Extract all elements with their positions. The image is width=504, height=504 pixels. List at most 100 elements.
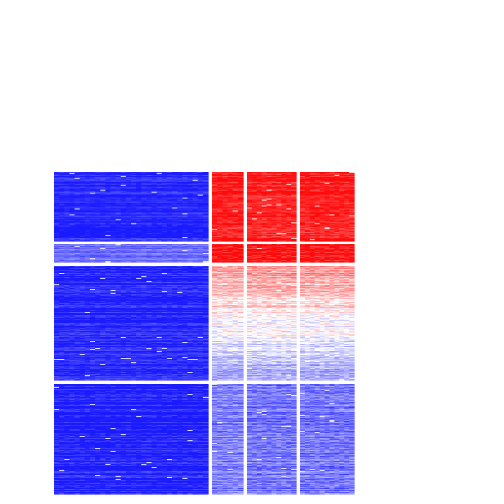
heatmap-cell — [319, 226, 326, 228]
heatmap-cell — [202, 190, 209, 193]
heatmap-cell — [217, 182, 223, 185]
heatmap-cell — [110, 229, 117, 231]
heatmap-cell — [95, 259, 101, 261]
heatmap-cell — [131, 195, 137, 198]
heatmap-cell — [182, 240, 189, 242]
heatmap-cell — [95, 213, 101, 215]
heatmap-cell — [300, 200, 306, 203]
heatmap-cell — [192, 202, 199, 205]
heatmap-cell — [300, 180, 306, 183]
heatmap-cell — [79, 195, 86, 198]
heatmap-cell — [309, 235, 316, 237]
heatmap-cell — [131, 198, 137, 201]
heatmap-cell — [172, 196, 178, 199]
heatmap-cell — [339, 176, 345, 179]
heatmap-cell — [177, 202, 183, 205]
heatmap-cell — [125, 231, 132, 233]
heatmap-cell — [227, 217, 234, 219]
heatmap-cell — [256, 215, 263, 217]
heatmap-cell — [286, 184, 292, 187]
heatmap-cell — [172, 261, 178, 263]
heatmap-cell — [261, 232, 268, 234]
heatmap-cell — [100, 188, 106, 191]
heatmap-cell — [300, 250, 306, 252]
heatmap-cell — [329, 191, 335, 194]
heatmap-cell — [324, 221, 331, 223]
heatmap-cell — [131, 225, 137, 227]
heatmap-cell — [222, 178, 229, 181]
heatmap-cell — [276, 172, 282, 175]
heatmap-cell — [166, 253, 173, 255]
heatmap-cell — [266, 177, 273, 180]
heatmap-cell — [281, 258, 287, 260]
heatmap-cell — [349, 229, 355, 231]
heatmap-cell — [100, 226, 106, 228]
heatmap-cell — [64, 180, 70, 183]
heatmap-cell — [146, 187, 153, 190]
heatmap-cell — [84, 231, 91, 233]
heatmap-cell — [291, 237, 297, 239]
heatmap-cell — [256, 237, 263, 239]
heatmap-cell — [276, 245, 282, 247]
heatmap-cell — [237, 172, 244, 174]
heatmap-cell — [100, 185, 106, 188]
heatmap-cell — [54, 181, 60, 184]
heatmap-cell — [300, 249, 306, 251]
heatmap-cell — [120, 224, 127, 226]
heatmap-cell — [120, 219, 127, 221]
heatmap-cell — [141, 227, 147, 229]
heatmap-cell — [120, 193, 127, 196]
heatmap-cell — [256, 234, 263, 236]
heatmap-cell — [300, 248, 306, 250]
heatmap-cell — [217, 179, 223, 182]
heatmap-cell — [227, 176, 234, 179]
heatmap-cell — [344, 195, 350, 198]
heatmap-cell — [172, 201, 178, 204]
heatmap-cell — [161, 186, 168, 189]
heatmap-cell — [172, 222, 178, 224]
heatmap-cell — [232, 227, 239, 229]
heatmap-cell — [291, 231, 297, 233]
heatmap-cell — [271, 259, 277, 261]
heatmap-cell — [74, 209, 81, 212]
heatmap-cell — [247, 174, 253, 177]
heatmap-cell — [281, 232, 287, 234]
heatmap-cell — [59, 209, 65, 212]
heatmap-cell — [115, 236, 122, 238]
heatmap-cell — [217, 227, 223, 229]
heatmap-cell — [146, 238, 153, 240]
heatmap-cell — [217, 236, 223, 238]
heatmap-cell — [115, 196, 122, 199]
heatmap-cell — [187, 260, 194, 262]
heatmap-cell — [187, 175, 194, 178]
heatmap-cell — [95, 212, 101, 214]
heatmap-cell — [187, 179, 194, 182]
heatmap-cell — [300, 203, 306, 206]
heatmap-cell — [59, 181, 65, 184]
heatmap-cell — [146, 216, 153, 218]
heatmap-cell — [84, 230, 91, 232]
heatmap-cell — [197, 176, 204, 179]
heatmap-cell — [105, 250, 112, 252]
heatmap-cell — [115, 222, 122, 224]
heatmap-cell — [74, 245, 81, 247]
heatmap-cell — [110, 177, 117, 180]
heatmap-cell — [115, 240, 122, 242]
heatmap-cell — [141, 172, 147, 175]
heatmap-cell — [54, 183, 60, 186]
heatmap-cell — [95, 232, 101, 234]
heatmap-cell — [156, 196, 163, 199]
heatmap-cell — [131, 236, 137, 238]
heatmap-cell — [324, 198, 331, 201]
heatmap-cell — [222, 234, 229, 236]
heatmap-cell — [59, 192, 65, 195]
heatmap-cell — [64, 193, 70, 196]
heatmap-cell — [136, 231, 142, 233]
heatmap-cell — [156, 261, 163, 263]
heatmap-cell — [120, 251, 127, 253]
heatmap-cell — [300, 202, 306, 205]
heatmap-cell — [105, 221, 112, 223]
heatmap-cell — [95, 185, 101, 188]
heatmap-cell — [197, 251, 204, 253]
heatmap-cell — [344, 238, 350, 240]
